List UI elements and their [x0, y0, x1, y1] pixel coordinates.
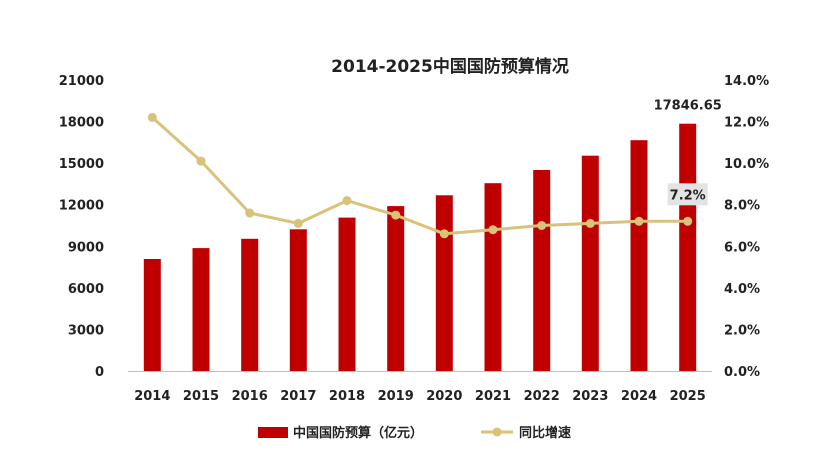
growth-callout-label: 7.2%: [670, 188, 706, 203]
right-tick-label: 4.0%: [724, 282, 760, 297]
bars-layer: [143, 123, 697, 371]
x-tick-label: 2023: [572, 389, 608, 404]
bar-2024: [630, 140, 648, 371]
line-point-2025: [683, 216, 693, 226]
bar-value-label: 17846.65: [654, 99, 722, 114]
line-point-2023: [585, 218, 595, 228]
right-tick-label: 0.0%: [724, 365, 760, 380]
x-tick-label: 2015: [183, 389, 219, 404]
x-tick-label: 2019: [378, 389, 414, 404]
legend-swatch-bar: [258, 427, 288, 438]
x-tick-label: 2022: [524, 389, 560, 404]
line-point-2020: [439, 229, 449, 239]
line-point-2018: [342, 196, 352, 206]
line-point-2019: [391, 210, 401, 220]
x-tick-label: 2021: [475, 389, 511, 404]
bar-2015: [192, 248, 210, 371]
x-tick-label: 2017: [280, 389, 316, 404]
right-tick-label: 14.0%: [724, 74, 769, 89]
left-axis: 0 3000 6000 9000 12000 15000 18000 21000: [59, 74, 104, 380]
right-tick-label: 10.0%: [724, 157, 769, 172]
line-point-2016: [245, 208, 255, 218]
left-tick-label: 9000: [68, 240, 104, 255]
bar-2020: [435, 195, 453, 371]
growth-line: [151, 116, 688, 236]
x-tick-label: 2025: [670, 389, 706, 404]
right-axis: 0.0% 2.0% 4.0% 6.0% 8.0% 10.0% 12.0% 14.0%: [724, 74, 769, 380]
x-tick-label: 2024: [621, 389, 657, 404]
bar-2018: [338, 217, 356, 371]
left-tick-label: 15000: [59, 157, 104, 172]
x-tick-label: 2014: [134, 389, 170, 404]
right-tick-label: 6.0%: [724, 240, 760, 255]
legend-swatch-dot: [492, 427, 502, 437]
chart-title: 2014-2025中国国防预算情况: [331, 56, 569, 77]
growth-callout-box: [667, 183, 708, 206]
line-point-2021: [488, 225, 498, 235]
x-tick-label: 2020: [426, 389, 462, 404]
left-tick-label: 3000: [68, 323, 104, 338]
left-tick-label: 12000: [59, 199, 104, 214]
right-tick-label: 12.0%: [724, 116, 769, 131]
bar-2019: [387, 206, 405, 371]
bar-2025: [679, 123, 697, 371]
legend-label-line: 同比增速: [519, 425, 571, 441]
annotations-layer: 17846.65 7.2%: [654, 99, 722, 206]
left-tick-label: 21000: [59, 74, 104, 89]
legend-label-bar: 中国国防预算（亿元）: [293, 425, 423, 441]
line-point-2015: [196, 156, 206, 166]
bar-2017: [289, 229, 307, 371]
bar-2016: [241, 238, 259, 371]
line-layer: [147, 112, 693, 239]
x-tick-label: 2018: [329, 389, 365, 404]
right-tick-label: 8.0%: [724, 199, 760, 214]
bar-2022: [533, 170, 551, 371]
left-tick-label: 18000: [59, 116, 104, 131]
bar-2021: [484, 183, 502, 371]
bar-2023: [581, 155, 599, 371]
line-point-2024: [634, 216, 644, 226]
x-tick-label: 2016: [232, 389, 268, 404]
legend: 中国国防预算（亿元） 同比增速: [258, 425, 571, 441]
x-axis: 2014 2015 2016 2017 2018 2019 2020 2021 2022 2023…: [128, 371, 712, 404]
left-tick-label: 0: [95, 365, 104, 380]
line-point-2022: [537, 221, 547, 230]
line-point-2017: [293, 218, 303, 228]
left-tick-label: 6000: [68, 282, 104, 297]
bar-2014: [143, 259, 161, 371]
line-point-2014: [147, 112, 157, 122]
right-tick-label: 2.0%: [724, 323, 760, 338]
